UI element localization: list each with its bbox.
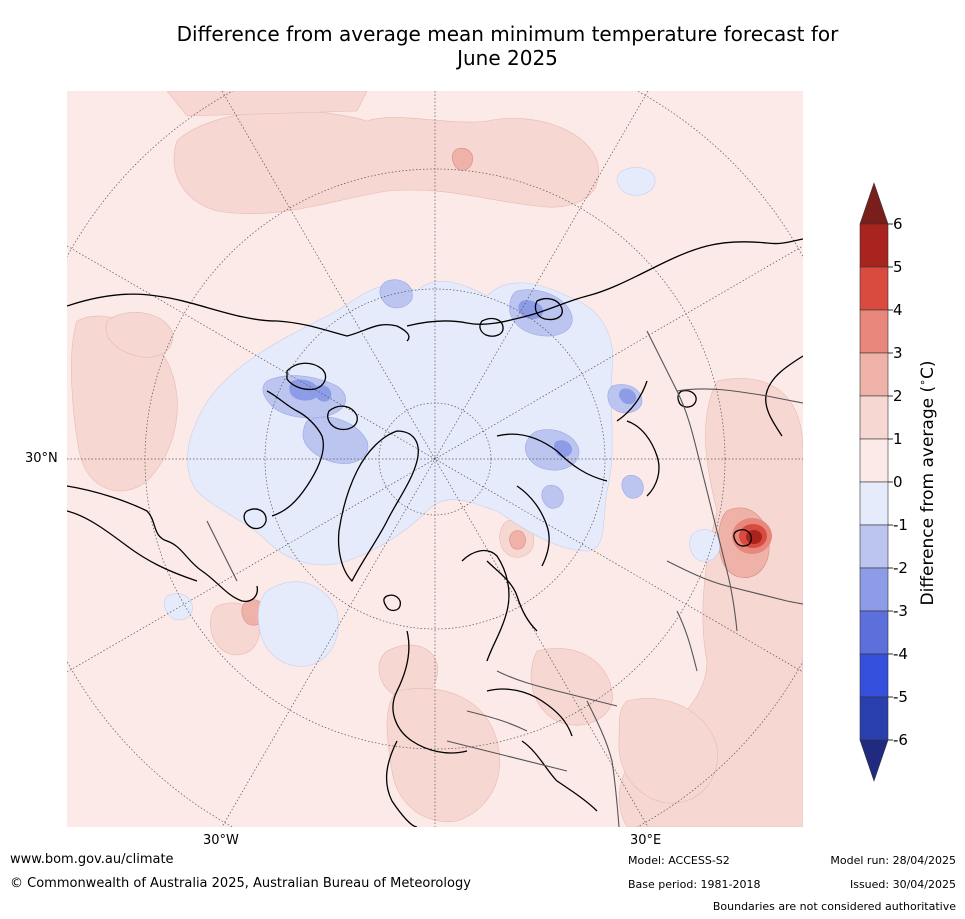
colorbar-tick-label: -5 [893, 688, 908, 706]
chart-title: Difference from average mean minimum tem… [100, 22, 915, 70]
colorbar-bin [859, 352, 889, 397]
colorbar: 6 5 4 3 2 1 0 -1 -2 -3 -4 -5 -6 [859, 182, 908, 782]
title-line-1: Difference from average mean minimum tem… [176, 22, 839, 46]
forecast-map [67, 91, 803, 827]
country-borders [206, 330, 803, 827]
title-line-2: June 2025 [457, 46, 558, 70]
colorbar-bin [859, 309, 889, 354]
footer-issued: Issued: 30/04/2025 [849, 878, 956, 891]
colorbar-extend-bottom [859, 739, 889, 782]
colorbar-tick-label: 0 [893, 473, 903, 491]
lat-label-30n: 30°N [25, 451, 58, 466]
footer-disclaimer: Boundaries are not considered authoritat… [712, 900, 956, 913]
colorbar-tick-label: 6 [893, 215, 903, 233]
lon-label-text: 30°E [630, 833, 662, 848]
lon-label-30e: 30°E [630, 833, 661, 848]
colorbar-tick-label: -6 [893, 731, 908, 749]
colorbar-tick-label: 1 [893, 430, 903, 448]
colorbar-title-main: Difference from average ( [917, 385, 938, 606]
colorbar-bin [859, 696, 889, 741]
colorbar-bin [859, 438, 889, 483]
cool-anomaly-regions [163, 167, 720, 667]
colorbar-tick-label: -4 [893, 645, 908, 663]
footer-model: Model: ACCESS-S2 [628, 854, 730, 867]
colorbar-bin [859, 481, 889, 526]
colorbar-extend-top [859, 182, 889, 225]
colorbar-tick-label: -2 [893, 559, 908, 577]
colorbar-title-degree: ∘ [916, 378, 930, 386]
colorbar-bin [859, 266, 889, 311]
colorbar-title: Difference from average (∘C) [916, 360, 938, 605]
cool-anomaly-strong [289, 300, 637, 458]
warm-anomaly-regions [71, 91, 803, 827]
hot-spot [732, 518, 772, 554]
colorbar-tick-label: 2 [893, 387, 903, 405]
colorbar-tick-label: -3 [893, 602, 908, 620]
colorbar-tick-label: 5 [893, 258, 903, 276]
footer-base-period: Base period: 1981-2018 [628, 878, 761, 891]
colorbar-tick-label: 3 [893, 344, 903, 362]
lon-label-text: 30°W [203, 833, 239, 848]
colorbar-bin [859, 524, 889, 569]
coastlines [67, 238, 803, 827]
graticule [67, 91, 803, 827]
colorbar-tick-label: -1 [893, 516, 908, 534]
colorbar-tick-label: 4 [893, 301, 903, 319]
colorbar-bin [859, 653, 889, 698]
colorbar-bin [859, 395, 889, 440]
colorbar-bin [859, 610, 889, 655]
footer-model-run: Model run: 28/04/2025 [830, 854, 956, 867]
colorbar-title-unit: C) [917, 360, 938, 379]
colorbar-bin [859, 223, 889, 268]
colorbar-bin [859, 567, 889, 612]
footer-copyright: © Commonwealth of Australia 2025, Austra… [10, 876, 471, 891]
footer-url[interactable]: www.bom.gov.au/climate [10, 852, 174, 867]
lon-label-30w: 30°W [203, 833, 239, 848]
